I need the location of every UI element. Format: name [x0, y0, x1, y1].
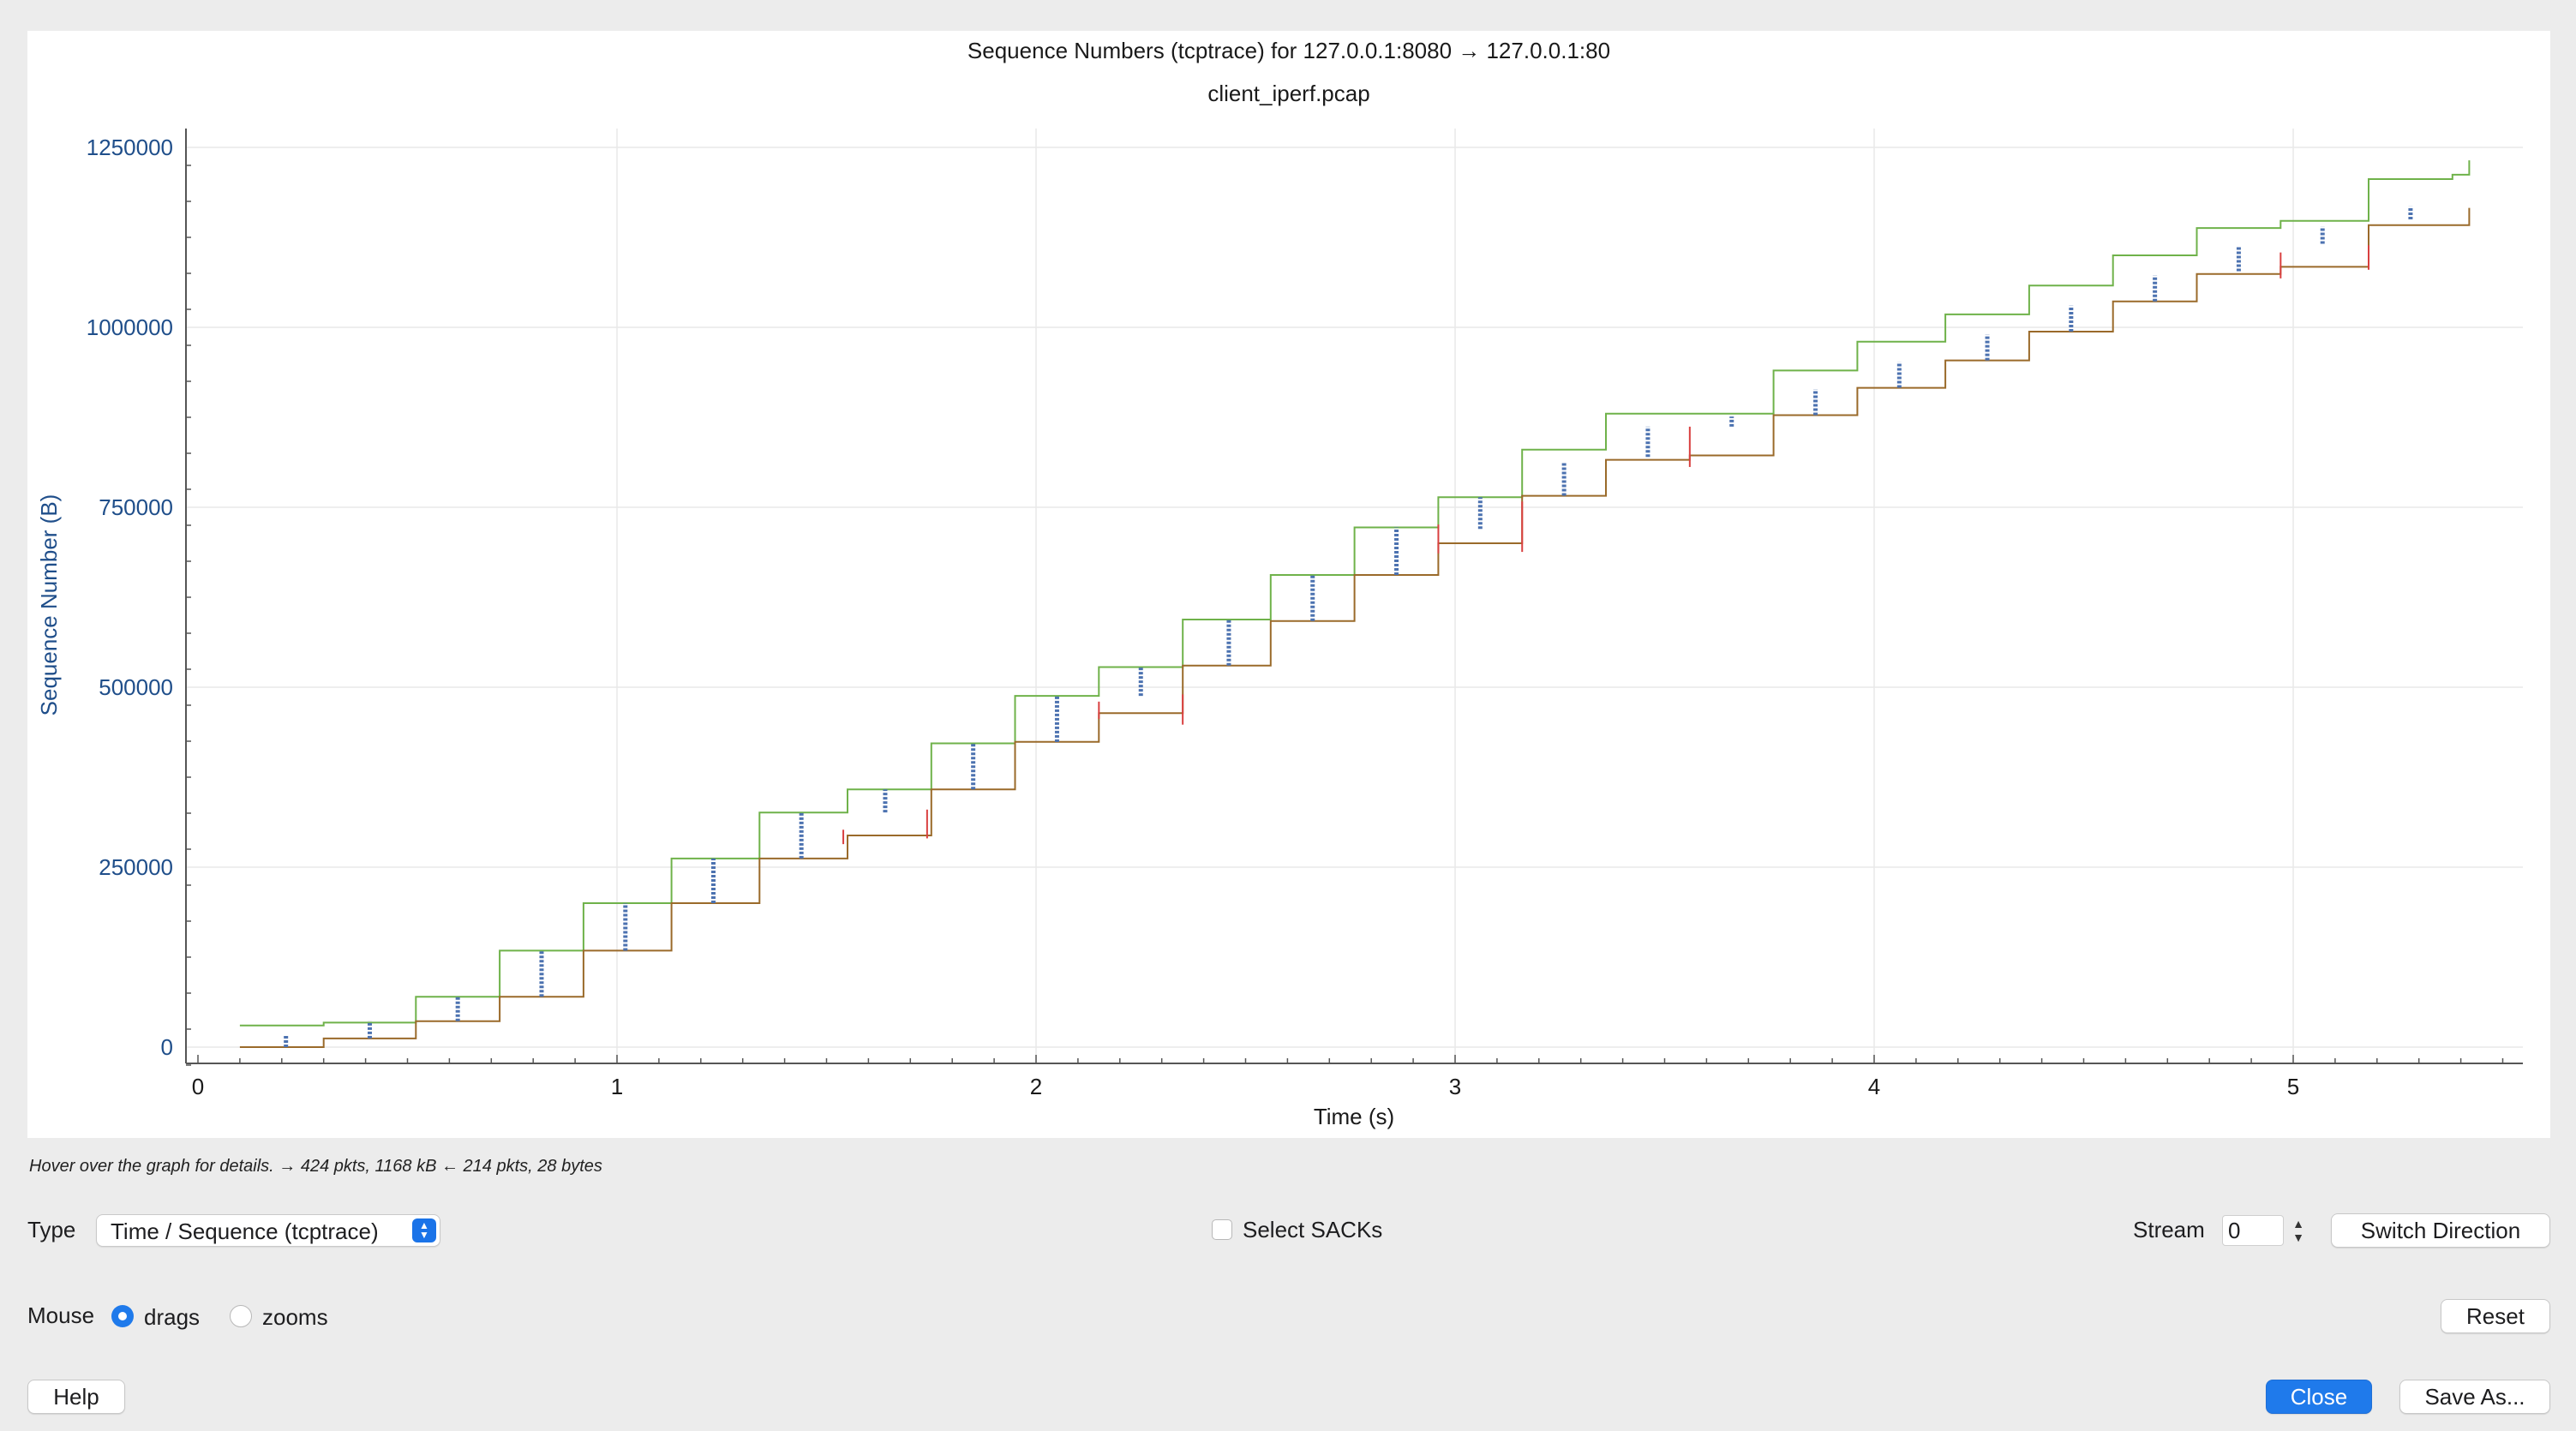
reset-button[interactable]: Reset	[2441, 1299, 2550, 1333]
x-tick-label: 3	[1449, 1074, 1461, 1099]
y-tick-labels: 1250000 1000000 750000 500000 250000 0	[87, 135, 173, 1060]
y-tick-label: 250000	[99, 854, 173, 880]
axes	[185, 129, 2523, 1066]
window-line	[239, 160, 2471, 1027]
x-tick-label: 5	[2287, 1074, 2299, 1099]
chevron-up-icon[interactable]: ▲	[2292, 1217, 2304, 1230]
stream-stepper[interactable]: ▲ ▼	[2288, 1213, 2309, 1248]
chevron-down-icon[interactable]: ▼	[2292, 1230, 2304, 1244]
y-tick-label: 1000000	[87, 314, 173, 340]
graph-canvas[interactable]: Sequence Numbers (tcptrace) for 127.0.0.…	[27, 31, 2550, 1138]
status-hint: Hover over the graph for details. → 424 …	[29, 1157, 602, 1176]
type-select[interactable]: Time / Sequence (tcptrace) ▲ ▼	[96, 1214, 440, 1247]
drags-radio[interactable]	[111, 1305, 134, 1327]
stream-input[interactable]: 0	[2222, 1215, 2284, 1246]
switch-direction-button[interactable]: Switch Direction	[2331, 1213, 2550, 1248]
help-button[interactable]: Help	[27, 1380, 125, 1414]
chart-title: Sequence Numbers (tcptrace) for 127.0.0.…	[967, 38, 1610, 63]
y-tick-label: 0	[161, 1034, 173, 1060]
type-select-value: Time / Sequence (tcptrace)	[111, 1218, 379, 1244]
save-as-button[interactable]: Save As...	[2399, 1380, 2550, 1414]
zooms-label[interactable]: zooms	[262, 1304, 328, 1330]
series-window	[239, 160, 2471, 1027]
y-tick-label: 500000	[99, 674, 173, 700]
x-tick-label: 0	[192, 1074, 204, 1099]
stream-label: Stream	[2133, 1217, 2205, 1242]
ack-line	[239, 207, 2471, 1048]
close-button[interactable]: Close	[2266, 1380, 2372, 1414]
y-tick-label: 1250000	[87, 135, 173, 160]
chevron-updown-icon: ▲ ▼	[412, 1218, 436, 1242]
type-label: Type	[27, 1217, 76, 1242]
x-tick-label: 4	[1868, 1074, 1880, 1099]
sequence-plot[interactable]: Sequence Numbers (tcptrace) for 127.0.0.…	[27, 31, 2550, 1138]
grid-lines	[186, 129, 2523, 1063]
series-ack	[239, 207, 2471, 1048]
series-sack	[842, 245, 2370, 845]
select-sacks-checkbox[interactable]	[1212, 1219, 1232, 1240]
drags-label[interactable]: drags	[144, 1304, 201, 1330]
mouse-label: Mouse	[27, 1302, 95, 1328]
x-tick-label: 2	[1030, 1074, 1042, 1099]
x-tick-label: 1	[611, 1074, 623, 1099]
series-data	[284, 206, 2413, 1047]
x-tick-labels: 0 1 2 3 4 5	[192, 1074, 2299, 1099]
x-axis-label: Time (s)	[1314, 1104, 1394, 1129]
y-tick-label: 750000	[99, 494, 173, 520]
y-axis-label: Sequence Number (B)	[36, 494, 62, 716]
zooms-radio[interactable]	[230, 1305, 252, 1327]
select-sacks-label[interactable]: Select SACKs	[1243, 1217, 1383, 1242]
chart-subtitle: client_iperf.pcap	[1207, 81, 1369, 106]
